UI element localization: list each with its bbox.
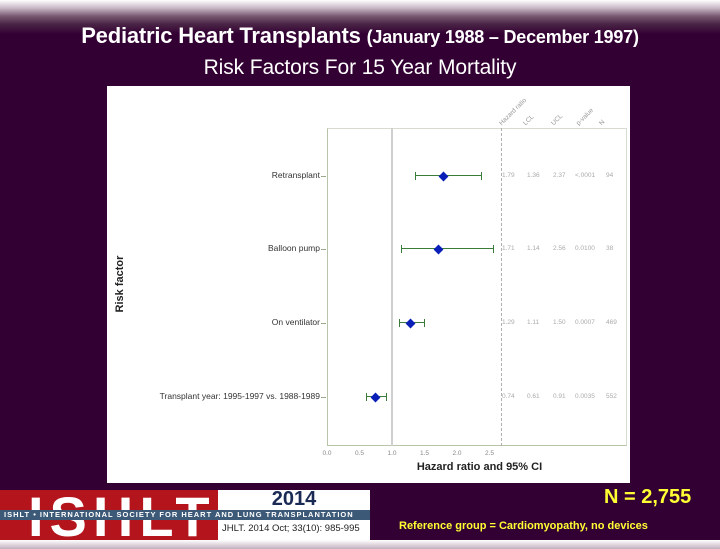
table-cell: 0.0100 <box>575 245 595 252</box>
table-cell: 94 <box>606 172 614 179</box>
table-divider <box>501 128 502 446</box>
x-tick-label: 2.0 <box>452 450 462 457</box>
slide-title: Pediatric Heart Transplants (January 198… <box>0 23 720 49</box>
ci-cap-lower <box>414 172 416 180</box>
ci-cap-upper <box>424 319 425 327</box>
table-cell: 1.36 <box>527 172 540 179</box>
risk-factor-label: On ventilator <box>271 317 320 327</box>
ci-cap-upper <box>385 393 387 401</box>
y-tick <box>321 397 326 398</box>
slide-title-range: (January 1988 – December 1997) <box>366 27 639 47</box>
x-tick-label: 0.5 <box>354 450 365 457</box>
table-cell: 0.0035 <box>575 393 595 400</box>
slide-subtitle: Risk Factors For 15 Year Mortality <box>203 56 517 79</box>
x-tick-label: 0.0 <box>322 450 332 457</box>
y-tick <box>321 176 326 177</box>
ci-cap-upper <box>480 172 482 180</box>
y-axis-title: Risk factor <box>114 255 126 313</box>
table-cell: 1.11 <box>527 319 540 326</box>
table-cell: 0.0007 <box>575 319 595 326</box>
citation: JHLT. 2014 Oct; 33(10): 985-995 <box>222 523 360 534</box>
table-cell: 1.14 <box>527 245 540 252</box>
sample-size: N = 2,755 <box>604 486 692 508</box>
slide-title-main: Pediatric Heart Transplants <box>81 23 361 48</box>
table-cell: 1.79 <box>502 172 515 179</box>
table-cell: 38 <box>606 245 614 252</box>
table-cell: 0.61 <box>527 393 540 400</box>
table-cell: 1.50 <box>553 319 566 326</box>
plot-area <box>327 128 627 446</box>
y-tick <box>321 249 326 250</box>
risk-factor-label: Transplant year: 1995-1997 vs. 1988-1989 <box>159 391 320 401</box>
table-cell: 552 <box>606 393 617 400</box>
x-axis-title: Hazard ratio and 95% CI <box>416 461 543 473</box>
x-tick-label: 2.5 <box>484 450 495 457</box>
table-cell: 2.37 <box>553 172 566 179</box>
ci-cap-lower <box>400 245 402 253</box>
table-cell: <.0001 <box>575 172 596 179</box>
logo-year: 2014 <box>271 488 317 510</box>
ci-cap-upper <box>492 245 494 253</box>
chart-panel <box>107 86 630 483</box>
table-cell: 0.74 <box>502 393 515 400</box>
risk-factor-label: Balloon pump <box>268 243 320 253</box>
risk-factor-label: Retransplant <box>271 170 320 180</box>
confidence-interval <box>401 248 494 249</box>
table-cell: 2.56 <box>553 245 566 252</box>
logo-band-text: ISHLT • INTERNATIONAL SOCIETY FOR HEART … <box>0 510 370 520</box>
ci-cap-lower <box>366 393 368 401</box>
table-cell: 0.91 <box>553 393 566 400</box>
table-cell: 1.71 <box>502 245 515 252</box>
reference-group-note: Reference group = Cardiomyopathy, no dev… <box>399 520 648 532</box>
table-cell: 1.29 <box>502 319 515 326</box>
ci-cap-lower <box>398 319 400 327</box>
y-tick <box>321 323 326 324</box>
x-tick-label: 1.0 <box>387 450 397 457</box>
reference-line <box>391 128 393 446</box>
table-cell: 469 <box>606 319 617 326</box>
x-tick-label: 1.5 <box>419 450 430 457</box>
